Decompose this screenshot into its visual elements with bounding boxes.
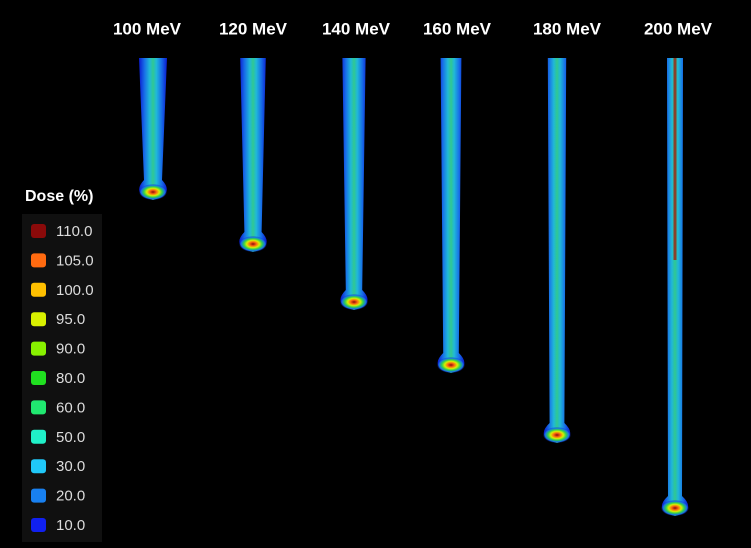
legend-swatch: [31, 342, 46, 356]
energy-label: 100 MeV: [113, 19, 182, 38]
legend-label: 10.0: [56, 517, 85, 534]
legend-label: 110.0: [56, 223, 92, 240]
legend-swatch: [31, 371, 46, 385]
legend-label: 50.0: [56, 429, 85, 446]
legend-swatch: [31, 253, 46, 267]
energy-label: 120 MeV: [219, 19, 288, 38]
legend-label: 30.0: [56, 458, 85, 475]
legend-swatch: [31, 400, 46, 414]
bragg-peak: [139, 184, 167, 200]
legend-label: 95.0: [56, 311, 85, 328]
energy-label: 180 MeV: [533, 19, 602, 38]
background: [0, 0, 751, 548]
legend-label: 80.0: [56, 370, 85, 387]
legend-swatch: [31, 224, 46, 238]
legend-label: 90.0: [56, 341, 85, 358]
legend-swatch: [31, 518, 46, 532]
legend-label: 20.0: [56, 488, 85, 505]
legend-swatch: [31, 312, 46, 326]
energy-label: 200 MeV: [644, 19, 713, 38]
energy-label: 160 MeV: [423, 19, 492, 38]
bragg-peak: [543, 427, 571, 443]
energy-label: 140 MeV: [322, 19, 391, 38]
bragg-peak: [437, 357, 465, 373]
legend-title: Dose (%): [25, 188, 93, 205]
dose-figure: 100 MeV 120 MeV 140 MeV 160 MeV 180 MeV 200 M…: [0, 0, 751, 548]
legend-label: 105.0: [56, 252, 94, 269]
legend-swatch: [31, 489, 46, 503]
bragg-peak: [661, 500, 689, 516]
bragg-peak: [340, 294, 368, 310]
legend-swatch: [31, 430, 46, 444]
legend-label: 100.0: [56, 282, 94, 299]
legend-swatch: [31, 459, 46, 473]
bragg-peak: [239, 236, 267, 252]
legend-swatch: [31, 283, 46, 297]
legend-label: 60.0: [56, 399, 85, 416]
